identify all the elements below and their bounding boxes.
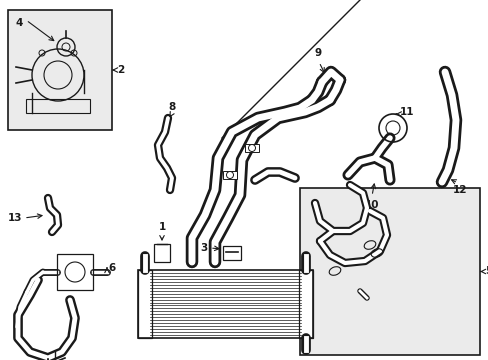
Text: 4: 4 <box>16 18 23 28</box>
Circle shape <box>248 144 255 152</box>
Bar <box>244 144 259 152</box>
Bar <box>8 10 112 130</box>
Text: 3: 3 <box>201 243 207 253</box>
Bar <box>223 171 237 179</box>
Text: 10: 10 <box>364 200 379 210</box>
Bar <box>298 270 312 338</box>
Bar <box>57 254 93 290</box>
Bar <box>299 188 479 355</box>
Text: 8: 8 <box>168 102 175 112</box>
Text: 9: 9 <box>314 48 321 58</box>
Bar <box>26 99 90 113</box>
Text: 5: 5 <box>484 266 488 276</box>
Bar <box>138 270 312 338</box>
Bar <box>223 246 241 260</box>
Text: 1: 1 <box>158 222 165 232</box>
Text: 2: 2 <box>117 65 124 75</box>
Text: 12: 12 <box>452 185 467 195</box>
Text: 13: 13 <box>7 213 22 223</box>
Text: 6: 6 <box>108 263 115 273</box>
Text: 11: 11 <box>399 107 414 117</box>
Circle shape <box>226 171 233 179</box>
Bar <box>154 244 170 262</box>
Bar <box>138 270 152 338</box>
